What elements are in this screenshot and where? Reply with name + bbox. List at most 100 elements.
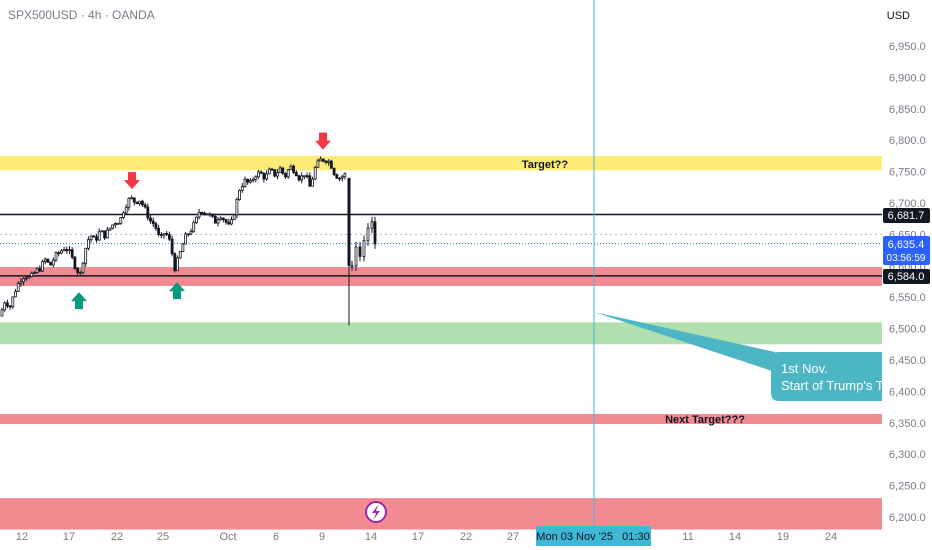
candle-body bbox=[251, 178, 255, 181]
candle-body bbox=[97, 231, 101, 241]
candle-body bbox=[65, 249, 69, 252]
candle-body bbox=[178, 251, 182, 259]
candle-body bbox=[167, 234, 171, 240]
candle-body bbox=[170, 238, 174, 255]
next-target-label: Next Target??? bbox=[665, 414, 745, 426]
target-label: Target?? bbox=[522, 159, 569, 171]
zone-3 bbox=[0, 414, 882, 425]
candle-body bbox=[119, 217, 123, 224]
candle-body bbox=[297, 175, 301, 181]
candle-body bbox=[275, 172, 279, 177]
candle-body bbox=[35, 268, 39, 273]
time-tick-label: 9 bbox=[319, 531, 325, 543]
candle-body bbox=[227, 221, 231, 225]
candle-body bbox=[221, 217, 225, 220]
time-tick-label: 27 bbox=[507, 531, 519, 543]
arrow-down-icon bbox=[124, 172, 140, 190]
candle-body bbox=[140, 200, 144, 206]
candle-body bbox=[130, 197, 134, 200]
candle-body bbox=[292, 165, 296, 173]
candle-body bbox=[189, 230, 193, 235]
candle-body bbox=[70, 249, 74, 258]
lightning-logo-icon[interactable] bbox=[365, 501, 387, 523]
candle-body bbox=[162, 233, 166, 236]
candle-body bbox=[38, 268, 42, 272]
callout-pointer bbox=[594, 312, 775, 372]
candle-body bbox=[358, 246, 362, 257]
time-tick-label: 19 bbox=[777, 531, 789, 543]
badge-current-price: 6,635.4 03:56:59 bbox=[883, 236, 930, 265]
candle-body bbox=[92, 235, 96, 238]
time-tick-label: 14 bbox=[729, 531, 741, 543]
candle-body bbox=[311, 178, 314, 187]
candle-body bbox=[289, 165, 293, 171]
candle-body bbox=[278, 167, 282, 174]
candle-body bbox=[305, 175, 309, 178]
candle-body bbox=[116, 222, 120, 225]
zones-layer bbox=[0, 155, 882, 530]
candle-body bbox=[254, 176, 258, 180]
candle-body bbox=[157, 227, 161, 235]
price-axis[interactable]: 6,950.0 6,900.0 6,850.0 6,800.0 6,750.0 6,700… bbox=[889, 41, 926, 524]
candle-body bbox=[321, 158, 325, 162]
price-tick-label: 6,700.0 bbox=[889, 198, 926, 210]
candle-body bbox=[143, 204, 147, 208]
candle-body bbox=[246, 178, 250, 183]
candle-body bbox=[273, 169, 277, 177]
candle-body bbox=[122, 212, 125, 218]
badge-lower-level: 6,584.0 bbox=[883, 269, 930, 284]
candle-body bbox=[281, 167, 285, 174]
price-tick-label: 6,800.0 bbox=[889, 135, 926, 147]
candle-body bbox=[127, 197, 131, 208]
badge-upper-level-text: 6,681.7 bbox=[888, 210, 925, 222]
candle-body bbox=[329, 160, 333, 169]
time-tick-label: 11 bbox=[682, 531, 693, 543]
callout[interactable]: 1st Nov. Start of Trump's T bbox=[594, 312, 884, 401]
candle-body bbox=[89, 235, 93, 241]
candle-body bbox=[230, 219, 233, 225]
price-tick-label: 6,550.0 bbox=[889, 292, 926, 304]
candle-body bbox=[73, 256, 77, 269]
candle-body bbox=[327, 160, 331, 163]
candle-body bbox=[362, 240, 366, 257]
badge-lower-level-text: 6,584.0 bbox=[888, 271, 925, 283]
candle-body bbox=[319, 158, 323, 162]
time-tick-label: 14 bbox=[365, 531, 377, 543]
arrow-down-icon bbox=[315, 132, 331, 150]
crosshair-time-label: Mon 03 Nov '25 01:30 bbox=[536, 526, 651, 546]
candle-body bbox=[208, 213, 212, 216]
candle-body bbox=[265, 173, 269, 180]
candle-body bbox=[54, 252, 58, 261]
zone-4 bbox=[0, 498, 882, 530]
candle-body bbox=[302, 175, 306, 178]
time-axis[interactable]: 12 17 22 25 Oct 6 9 14 17 22 27 11 14 19 24 bbox=[16, 531, 837, 543]
time-tick-label: 24 bbox=[825, 531, 837, 543]
currency-label: USD bbox=[887, 10, 910, 22]
badge-upper-level: 6,681.7 bbox=[883, 208, 930, 223]
candle-body bbox=[24, 277, 28, 280]
candle-body bbox=[49, 261, 52, 266]
candle-body bbox=[270, 168, 274, 171]
candle-body bbox=[235, 199, 239, 216]
markers-layer bbox=[71, 132, 331, 310]
candle-body bbox=[138, 200, 142, 205]
time-tick-label: Oct bbox=[219, 531, 236, 543]
candle-body bbox=[259, 171, 263, 174]
candle-body bbox=[332, 167, 336, 176]
candle-body bbox=[354, 246, 358, 267]
candle-body bbox=[211, 213, 215, 217]
candle-body bbox=[14, 291, 17, 298]
callout-box bbox=[771, 352, 882, 401]
candle-body bbox=[238, 190, 242, 200]
candle-body bbox=[60, 250, 63, 254]
candle-body bbox=[335, 174, 339, 179]
candle-body bbox=[224, 219, 228, 223]
candle-body bbox=[84, 247, 88, 264]
price-tick-label: 6,200.0 bbox=[889, 512, 926, 524]
candle-body bbox=[11, 296, 15, 308]
candle-body bbox=[100, 230, 104, 233]
candle-body bbox=[338, 177, 341, 180]
candle-body bbox=[216, 219, 220, 224]
candle-body bbox=[366, 227, 370, 242]
